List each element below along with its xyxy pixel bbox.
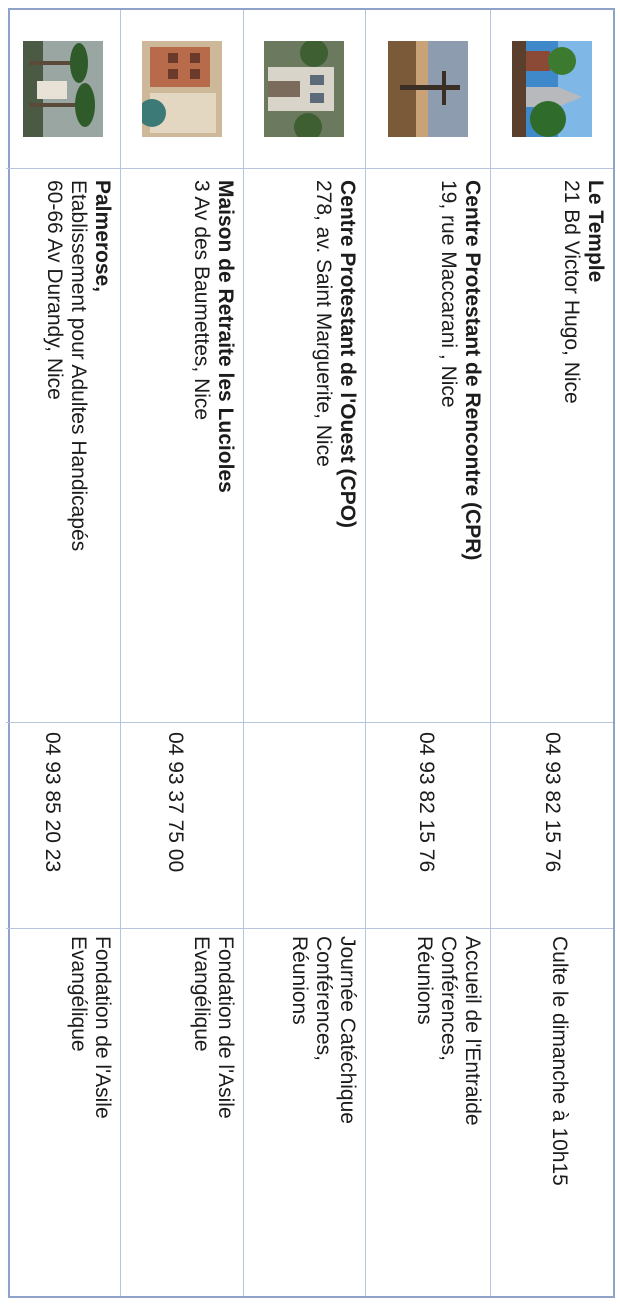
name-address-cell: Centre Protestant de l'Ouest (CPO) 278, … [244, 168, 365, 722]
place-address: Etablissement pour Adultes Handicapés [67, 180, 90, 552]
photo-cell [6, 10, 120, 168]
table-row: Palmerose, Etablissement pour Adultes Ha… [6, 10, 120, 1296]
activity-cell: Accueil de l'Entraide Conférences, Réuni… [366, 928, 490, 1296]
phone-cell: 04 93 37 75 00 [121, 722, 243, 928]
activity-cell: Culte le dimanche à 10h15 [491, 928, 613, 1296]
activity-line: Conférences, [312, 936, 335, 1061]
place-address: 278, av. Saint Marguerite, Nice [312, 180, 335, 467]
activity-line: Réunions [413, 936, 436, 1025]
building-facade-photo [264, 41, 345, 137]
activity-line: Evangélique [190, 936, 213, 1052]
activity-line: Conférences, [437, 936, 460, 1061]
phone-number: 04 93 82 15 76 [541, 732, 564, 873]
activity-cell: Journée Catéchique Conférences, Réunions [244, 928, 365, 1296]
phone-cell [244, 722, 365, 928]
place-address: 21 Bd Victor Hugo, Nice [560, 180, 583, 404]
activity-line: Evangélique [67, 936, 90, 1052]
name-address-cell: Maison de Retraite les Lucioles 3 Av des… [121, 168, 243, 722]
activity-line: Réunions [288, 936, 311, 1025]
table-row: Le Temple 21 Bd Victor Hugo, Nice 04 93 … [490, 10, 613, 1296]
place-address: 60-66 Av Durandy, Nice [43, 180, 66, 400]
photo-cell [121, 10, 243, 168]
phone-cell: 04 93 82 15 76 [491, 722, 613, 928]
phone-cell: 04 93 85 20 23 [6, 722, 120, 928]
table-row: Centre Protestant de Rencontre (CPR) 19,… [365, 10, 490, 1296]
phone-cell: 04 93 82 15 76 [366, 722, 490, 928]
places-table: Le Temple 21 Bd Victor Hugo, Nice 04 93 … [6, 8, 615, 1298]
place-address: 3 Av des Baumettes, Nice [190, 180, 213, 421]
cross-at-sunset-photo [388, 41, 468, 137]
activity-line: Culte le dimanche à 10h15 [548, 936, 571, 1186]
activity-line: Accueil de l'Entraide [461, 936, 484, 1126]
place-name: Centre Protestant de Rencontre (CPR) [461, 180, 484, 561]
name-address-cell: Le Temple 21 Bd Victor Hugo, Nice [491, 168, 613, 722]
name-address-cell: Centre Protestant de Rencontre (CPR) 19,… [366, 168, 490, 722]
table-row: Maison de Retraite les Lucioles 3 Av des… [120, 10, 243, 1296]
name-address-cell: Palmerose, Etablissement pour Adultes Ha… [6, 168, 120, 722]
photo-cell [244, 10, 365, 168]
photo-cell [366, 10, 490, 168]
activity-cell: Fondation de l'Asile Evangélique [6, 928, 120, 1296]
church-steeple-photo [512, 41, 592, 137]
activity-line: Fondation de l'Asile [214, 936, 237, 1119]
activity-line: Journée Catéchique [336, 936, 359, 1124]
place-name: Centre Protestant de l'Ouest (CPO) [336, 180, 359, 529]
photo-cell [491, 10, 613, 168]
activity-line: Fondation de l'Asile [91, 936, 114, 1119]
retirement-home-photo [142, 41, 222, 137]
place-name: Le Temple [584, 180, 607, 283]
place-address: 19, rue Maccarani , Nice [437, 180, 460, 408]
phone-number: 04 93 85 20 23 [41, 732, 64, 873]
palm-trees-photo [23, 41, 103, 137]
place-name: Palmerose, [91, 180, 114, 293]
phone-number: 04 93 82 15 76 [415, 732, 438, 873]
phone-number: 04 93 37 75 00 [164, 732, 187, 873]
place-name: Maison de Retraite les Lucioles [214, 180, 237, 493]
table-row: Centre Protestant de l'Ouest (CPO) 278, … [243, 10, 365, 1296]
activity-cell: Fondation de l'Asile Evangélique [121, 928, 243, 1296]
